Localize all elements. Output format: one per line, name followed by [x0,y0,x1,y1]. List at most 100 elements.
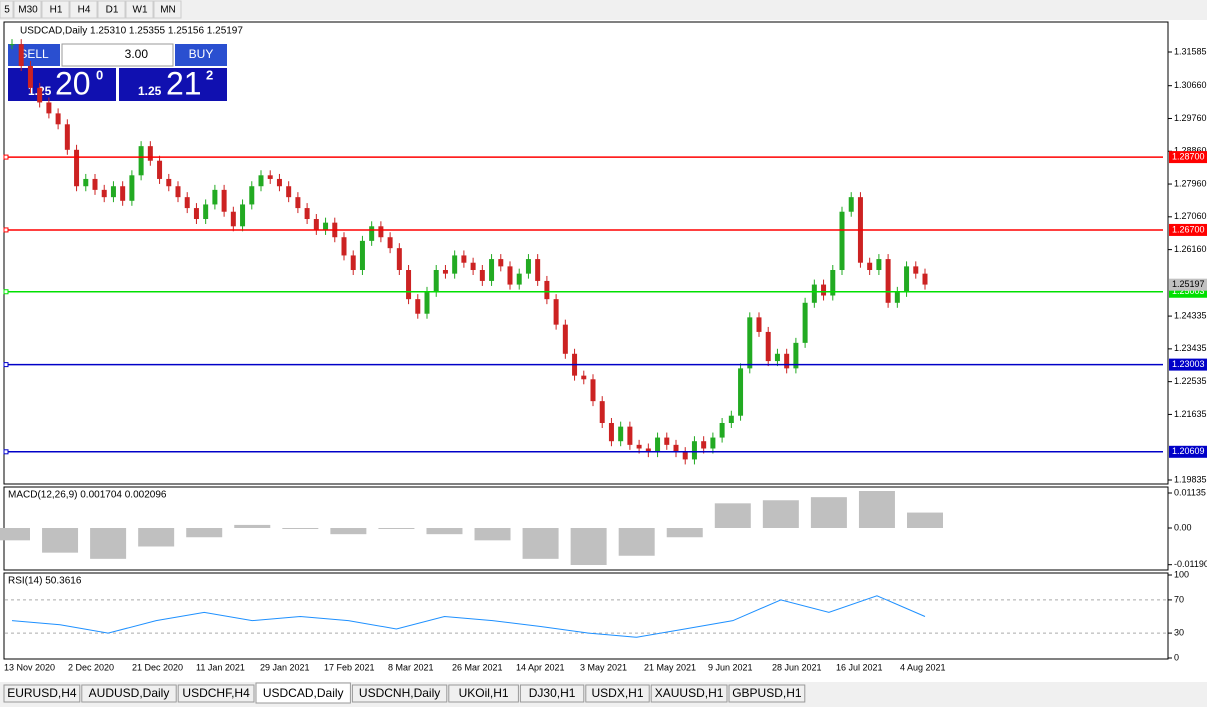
timeframe-button[interactable] [97,0,126,19]
level-tag [1169,223,1207,236]
timeframe-button[interactable] [13,0,42,19]
candle [645,448,651,453]
candle [618,426,624,442]
timeframe-label: H4 [78,5,91,16]
chart-tab-label: USDX,H1 [591,686,643,700]
candle [55,113,61,125]
timeframe-button[interactable] [41,0,70,19]
chart-tab-label: USDCAD,Daily [263,686,344,700]
candle [341,237,347,256]
chart-tab[interactable] [255,682,351,704]
candle [166,178,172,187]
candle [802,302,808,343]
candle [276,178,282,187]
candle [525,259,531,274]
current-price-tag [1169,278,1207,291]
sell-label: SELL [19,47,49,61]
candle [535,259,541,281]
timeframe-button[interactable] [69,0,98,19]
price-tick-label: 1.22535 [1174,376,1207,386]
level-tag [1169,151,1207,164]
candle [710,437,716,449]
candle [839,211,845,271]
candle [323,222,329,230]
candle [655,437,661,453]
date-label: 9 Jun 2021 [708,662,753,672]
candle [830,270,836,296]
rsi-tick-label: 70 [1174,594,1184,604]
level-handle [3,362,9,368]
candle [101,189,107,198]
candle [37,87,43,103]
level-tag-label: 1.23003 [1172,359,1205,369]
rsi-line [11,595,926,638]
candle [516,273,522,285]
chart-tab[interactable] [177,684,255,703]
sell-price-box[interactable] [8,68,116,101]
candle [221,189,227,212]
candle [18,44,24,67]
timeframe-label: W1 [133,5,148,16]
price-tick-label: 1.31585 [1174,46,1207,56]
price-tick-label: 1.24335 [1174,310,1207,320]
date-label: 3 May 2021 [580,662,627,672]
candle [784,353,790,369]
date-label: 14 Apr 2021 [516,662,565,672]
candle [885,259,891,303]
candle [175,186,181,198]
chart-tab[interactable] [728,684,806,703]
macd-bar [907,512,943,528]
timeframe-button[interactable] [0,0,14,19]
candle [479,270,485,281]
rsi-label: RSI(14) 50.3616 [8,576,82,587]
candle [138,146,144,176]
candle [64,124,70,150]
macd-bar [714,503,751,528]
candle [406,270,412,300]
candle [599,401,605,423]
timeframe-button[interactable] [153,0,182,19]
level-tag [1169,358,1207,371]
candle [27,66,33,88]
buy-pips: 21 [166,65,202,101]
chart-tab[interactable] [585,684,650,703]
chart-tab[interactable] [519,684,585,703]
buy-button[interactable] [175,44,227,66]
candle [120,186,126,201]
volume-input[interactable] [61,43,174,67]
price-tick-label: 1.28860 [1174,146,1207,156]
macd-tick-label: 0.01135 [1174,487,1206,497]
candle [747,317,753,369]
macd-label: MACD(12,26,9) 0.001704 0.002096 [8,490,167,501]
level-handle [3,154,9,160]
rsi-pane [3,572,1169,660]
level-tag-label: 1.25003 [1172,286,1205,296]
candle [765,331,771,362]
chart-tab[interactable] [3,684,81,703]
candle [922,273,928,285]
chart-tab-label: USDCNH,Daily [359,686,440,700]
candle [387,237,393,249]
candle [230,211,236,227]
level-tag [1169,445,1207,458]
macd-bar [378,528,415,529]
chart-tab[interactable] [351,684,448,703]
level-tag-label: 1.20609 [1172,446,1205,456]
chart-tab[interactable] [448,684,519,703]
candle [821,284,827,296]
price-tick-label: 1.26160 [1174,244,1207,254]
candle [904,266,910,292]
date-label: 13 Nov 2020 [4,662,55,672]
timeframe-button[interactable] [125,0,154,19]
chart-tab[interactable] [650,684,728,703]
candle [489,259,495,281]
candle [258,175,264,187]
buy-price-box[interactable] [119,68,227,101]
macd-bar [810,497,847,528]
chart-tab[interactable] [81,684,177,703]
macd-bar [234,524,271,528]
price-tick-label: 1.21635 [1174,409,1207,419]
macd-bar [858,490,895,528]
candle [913,266,919,274]
candle [267,175,273,179]
